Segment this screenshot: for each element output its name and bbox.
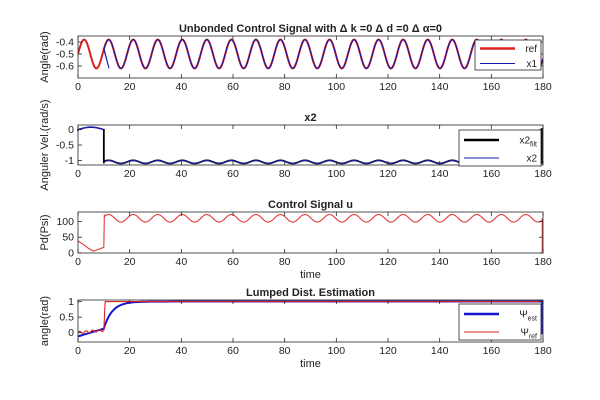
x-axis-label: time xyxy=(300,269,321,281)
x-tick-label: 180 xyxy=(534,345,552,357)
legend-box xyxy=(458,303,542,341)
y-axis-label: Anguler Vel.(rad/s) xyxy=(39,99,51,190)
x-tick-label: 0 xyxy=(75,256,81,268)
y-tick-label: 50 xyxy=(62,232,74,244)
x-tick-label: 140 xyxy=(431,345,449,357)
x-tick-label: 160 xyxy=(483,168,501,180)
legend-label: Ψref xyxy=(520,328,537,341)
subplot-1: 0 20 40 60 80 100 120 140 160 180 -0.4-0.5-0.6 Unbo… xyxy=(39,23,552,93)
x-tick-label: 100 xyxy=(328,345,346,357)
legend-label-subscript: est xyxy=(528,316,537,323)
x-tick-label: 140 xyxy=(431,168,449,180)
legend-box xyxy=(458,129,542,167)
x-tick-label: 40 xyxy=(175,81,187,93)
legend-label-name: x2 xyxy=(526,154,537,165)
legend-label: x1 xyxy=(526,59,537,70)
x-tick-label: 180 xyxy=(534,81,552,93)
subplot-2: 0 20 40 60 80 100 120 140 160 180 0 -0.5 -1 x2 Anguler… xyxy=(39,99,552,190)
series-line-u-transient xyxy=(77,214,105,252)
series-line-ref-2 xyxy=(78,301,543,334)
x-tick-label: 20 xyxy=(124,345,136,357)
axes-box xyxy=(77,211,544,254)
y-tick-label: 0 xyxy=(68,248,74,260)
axes-box xyxy=(77,35,544,79)
legend-label-subscript: ref xyxy=(529,334,537,341)
x-tick-label: 40 xyxy=(175,345,187,357)
plot-title: Lumped Dist. Estimation xyxy=(246,287,375,299)
x-tick-label: 80 xyxy=(279,81,291,93)
y-axis-label: Pd(Psi) xyxy=(39,214,51,250)
x-tick-label: 40 xyxy=(175,168,187,180)
legend-box xyxy=(474,39,542,71)
x-tick-label: 100 xyxy=(328,81,346,93)
plot-title: Control Signal u xyxy=(268,199,353,211)
series-line-u-1 xyxy=(103,213,543,223)
y-tick-label: -0.5 xyxy=(56,49,74,61)
y-tick-label: -0.6 xyxy=(56,61,74,73)
legend-label-name: Ψ xyxy=(519,310,527,321)
legend-label-subscript: filt xyxy=(530,142,537,149)
x-tick-label: 120 xyxy=(379,256,397,268)
y-tick-label: -0.5 xyxy=(56,140,74,152)
x-tick-label: 80 xyxy=(279,256,291,268)
y-axis-label: Angle(rad) xyxy=(39,31,51,82)
x-tick-label: 140 xyxy=(431,81,449,93)
y-tick-label: -1 xyxy=(65,155,74,167)
legend-label: ref xyxy=(525,44,537,55)
x-tick-label: 120 xyxy=(379,345,397,357)
y-tick-label: 0 xyxy=(68,327,74,339)
legend-label: Ψest xyxy=(519,310,537,323)
x-tick-label: 40 xyxy=(175,256,187,268)
x-tick-label: 160 xyxy=(483,256,501,268)
y-tick-label: 0.5 xyxy=(59,312,74,324)
x-tick-label: 20 xyxy=(124,81,136,93)
x-tick-label: 120 xyxy=(379,81,397,93)
x-tick-label: 60 xyxy=(227,256,239,268)
x-tick-label: 60 xyxy=(227,345,239,357)
x-tick-label: 0 xyxy=(75,345,81,357)
legend-label: x2filt xyxy=(519,136,537,149)
x-tick-label: 60 xyxy=(227,168,239,180)
x-tick-label: 0 xyxy=(75,81,81,93)
x-tick-label: 20 xyxy=(124,256,136,268)
legend-label: x2 xyxy=(526,154,537,165)
plot-title: x2 xyxy=(304,112,316,124)
y-axis-label: angle(rad) xyxy=(39,296,51,346)
subplot-4: 0 20 40 60 80 100 120 140 160 180 0 0.5 1 Lumped Dist… xyxy=(39,287,552,370)
legend: ref x1 xyxy=(474,39,542,71)
legend-label-name: x2 xyxy=(519,136,530,147)
x-tick-label: 140 xyxy=(431,256,449,268)
x-tick-label: 100 xyxy=(328,168,346,180)
y-tick-label: 1 xyxy=(68,296,74,308)
x-axis-label: time xyxy=(300,358,321,370)
y-tick-label: 0 xyxy=(68,124,74,136)
x-tick-label: 100 xyxy=(328,256,346,268)
x-tick-label: 80 xyxy=(279,168,291,180)
x-tick-label: 20 xyxy=(124,168,136,180)
y-tick-label: -0.4 xyxy=(56,37,74,49)
legend-label-name: x1 xyxy=(526,59,537,70)
x-tick-label: 120 xyxy=(379,168,397,180)
series-line-x1-2 xyxy=(103,39,543,69)
x-tick-label: 60 xyxy=(227,81,239,93)
x-tick-label: 160 xyxy=(483,81,501,93)
y-tick-label: 100 xyxy=(56,216,74,228)
legend-label-name: ref xyxy=(525,44,537,55)
x-tick-label: 80 xyxy=(279,345,291,357)
legend-label-name: Ψ xyxy=(520,328,528,339)
x-tick-label: 160 xyxy=(483,345,501,357)
x-tick-label: 180 xyxy=(534,256,552,268)
plot-title: Unbonded Control Signal with Δ k =0 Δ d … xyxy=(179,23,442,35)
axes-box xyxy=(77,299,544,343)
series-line-x2-transient xyxy=(77,126,105,132)
x-tick-label: 180 xyxy=(534,168,552,180)
x-tick-label: 0 xyxy=(75,168,81,180)
